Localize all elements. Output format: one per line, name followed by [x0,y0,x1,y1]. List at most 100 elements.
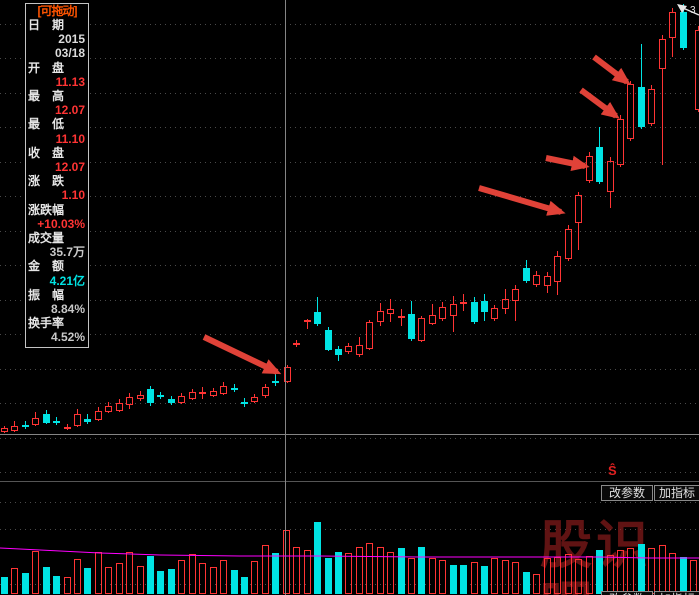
panel-value: 11.13 [55,74,85,89]
candlestick [607,161,614,192]
candle-wick [171,403,172,405]
panel-value: 03/18 [54,46,85,61]
volume-bar [491,558,498,594]
candle-wick [620,165,621,167]
white-note-arrow: 3 [677,4,699,16]
candle-wick [171,396,172,399]
add-indicator-button-bottom[interactable]: 加指标 [654,591,699,595]
volume-bar [481,566,488,594]
add-indicator-button[interactable]: 加指标 [654,485,699,501]
candlestick [502,299,509,309]
candle-wick [359,355,360,357]
panel-label: 涨 跌 [28,174,65,189]
candle-wick [25,421,26,425]
dotted-gridline [0,472,699,473]
candlestick [680,12,687,48]
volume-bar [241,577,248,594]
red-arrow [579,87,620,119]
candle-wick [589,181,590,183]
volume-bar [575,559,582,594]
candlestick [565,229,572,259]
candlestick [220,386,227,394]
dotted-gridline [0,265,699,266]
candle-wick [140,391,141,395]
dotted-gridline [0,196,699,197]
candle-wick [536,271,537,275]
candle-wick [56,417,57,421]
volume-bar [22,573,29,594]
volume-bar [502,560,509,594]
dotted-gridline [0,502,699,503]
candle-wick [672,38,673,57]
candle-wick [287,365,288,367]
candlestick [695,30,699,110]
volume-bar [283,530,290,594]
candle-wick [181,403,182,404]
candlestick [284,367,291,382]
change-params-button[interactable]: 改参数 [601,485,653,501]
candle-wick [150,386,151,389]
candle-wick [317,324,318,326]
candle-wick [578,223,579,250]
panel-label: 最 高 [28,89,65,104]
volume-bar [1,577,8,594]
candlestick [126,397,133,405]
candle-wick [160,397,161,399]
candlestick [116,403,123,411]
candlestick [638,87,645,127]
candlestick [575,195,582,223]
candle-wick [296,340,297,343]
candle-wick [390,299,391,309]
candlestick [304,320,311,322]
volume-bar [11,568,18,594]
dotted-gridline [0,334,699,335]
candle-wick [380,303,381,311]
candle-wick [98,420,99,421]
candlestick [157,395,164,397]
candle-wick [119,411,120,412]
volume-bar [596,550,603,594]
candle-wick [651,124,652,126]
candle-wick [463,294,464,302]
panel-drag-title[interactable]: [可拖动] [37,4,78,18]
crosshair-vertical-line [285,0,286,595]
candlestick [53,421,60,423]
candle-wick [369,320,370,322]
candle-wick [275,374,276,381]
volume-bar [314,522,321,594]
volume-bar [429,558,436,594]
candle-wick [14,421,15,426]
candle-wick [108,402,109,406]
candle-wick [56,423,57,425]
candle-wick [129,405,130,409]
candlestick [241,402,248,404]
panel-value: 12.07 [54,103,85,118]
candle-wick [683,48,684,50]
candlestick [178,396,185,403]
candlestick [293,343,300,345]
red-arrow [592,54,631,85]
candle-wick [432,304,433,315]
quote-info-panel[interactable]: [可拖动] 日 期 2015 03/18 开 盘 11.13 最 高 12.07 最 低 11.… [25,3,89,348]
candle-wick [589,152,590,156]
volume-bar [366,543,373,594]
volume-bar [199,563,206,594]
candlestick [95,411,102,420]
volume-bar [251,561,258,594]
candle-wick [87,422,88,424]
panel-value: 35.7万 [49,245,85,260]
volume-bar [293,547,300,594]
candle-wick [192,399,193,400]
candle-wick [328,327,329,330]
candle-wick [453,296,454,304]
candle-wick [630,139,631,141]
volume-bar [325,558,332,594]
candle-wick [620,115,621,119]
candlestick [366,322,373,349]
candle-wick [672,8,673,12]
candle-wick [338,346,339,349]
candle-wick [265,384,266,387]
change-params-button-bottom[interactable]: 改参数 [601,591,653,595]
